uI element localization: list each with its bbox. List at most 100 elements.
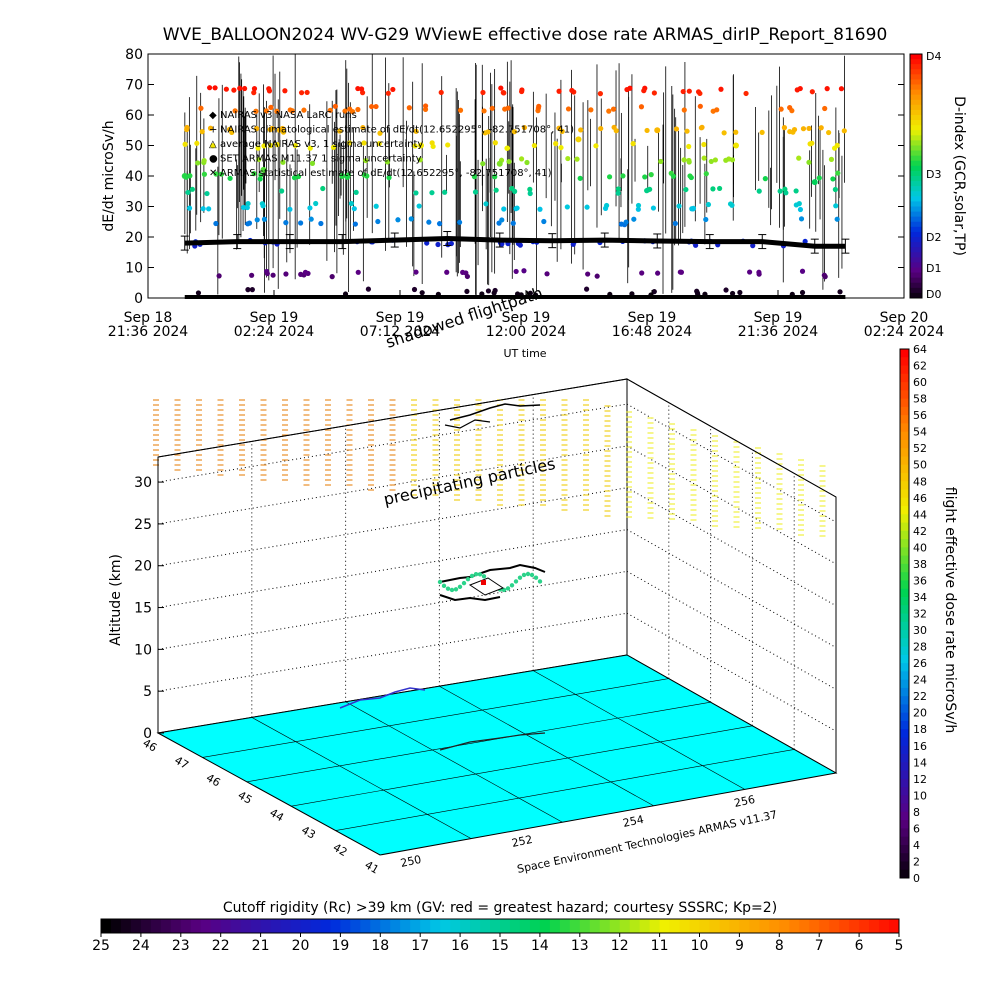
data-point: [435, 241, 441, 248]
cutoff-color-cell: [529, 919, 541, 933]
d-index-color-cell: [910, 191, 922, 197]
data-point: [564, 204, 570, 210]
data-point: [537, 206, 543, 212]
d-index-color-cell: [910, 155, 922, 162]
shadow-flight-path: [444, 419, 491, 429]
cutoff-color-cell: [739, 919, 750, 933]
x-tick-label: 02:24 2024: [864, 324, 945, 340]
cutoff-color-cell: [569, 919, 581, 933]
d-index-color-cell: [910, 226, 922, 233]
data-point: [708, 158, 714, 165]
data-point: [480, 161, 486, 167]
cutoff-color-cell: [140, 919, 152, 933]
dose-color-cell: [900, 671, 909, 681]
d-index-color-cell: [910, 176, 922, 182]
d-index-tick-label: D0: [926, 288, 941, 301]
cutoff-color-cell: [410, 919, 421, 933]
altitude-tick-label: 25: [134, 517, 152, 533]
top-y-ticks: 0 10 20 30 40 50 60 70 80: [125, 47, 904, 307]
cutoff-color-cell: [190, 919, 202, 933]
dose-color-cell: [900, 605, 909, 614]
cutoff-color-cell: [769, 919, 780, 933]
floor-grid-line: [335, 749, 795, 831]
dose-colorbar-tick-label: 6: [913, 822, 920, 835]
data-point: [384, 159, 391, 165]
dose-colorbar-tick-label: 8: [913, 806, 920, 819]
dose-color-cell: [900, 828, 909, 838]
cutoff-color-cell: [629, 919, 641, 933]
data-point: [289, 108, 295, 114]
dose-color-cell: [900, 522, 909, 532]
cutoff-color-cell: [789, 919, 800, 933]
data-point: [623, 219, 629, 225]
data-point: [186, 205, 193, 211]
data-point: [683, 186, 689, 193]
data-point: [756, 188, 762, 194]
d-index-color-cell: [910, 79, 922, 85]
d-index-color-cell: [910, 196, 922, 202]
data-point: [837, 289, 843, 295]
data-point: [536, 103, 542, 109]
flight-point: [509, 583, 515, 588]
flight-point: [473, 571, 479, 577]
cutoff-color-cell: [360, 919, 371, 933]
cutoff-color-cell: [390, 919, 401, 933]
y-tick-label: 20: [125, 230, 143, 246]
dose-color-cell: [900, 720, 909, 730]
data-point: [307, 205, 313, 211]
data-point: [635, 202, 642, 209]
dose-colorbar-tick-label: 26: [913, 657, 927, 670]
data-point: [231, 87, 237, 93]
aircraft-center: [481, 580, 486, 585]
data-point: [206, 85, 213, 91]
data-point: [505, 105, 511, 111]
latitude-tick-label: 46: [141, 736, 160, 754]
dose-color-cell: [900, 861, 909, 871]
cutoff-color-cell: [290, 919, 301, 933]
data-point: [658, 158, 664, 165]
d-index-color-cell: [910, 165, 922, 172]
data-point: [295, 173, 302, 180]
data-point: [703, 216, 709, 223]
cutoff-color-cell: [330, 919, 341, 933]
dose-colorbar-tick-label: 4: [913, 839, 920, 852]
data-point: [606, 174, 613, 180]
dose-color-cell: [900, 621, 909, 631]
cutoff-tick-label: 23: [172, 938, 190, 954]
data-point: [799, 289, 806, 296]
x-tick-label: 02:24 2024: [234, 324, 315, 340]
d-index-color-cell: [910, 115, 922, 121]
cutoff-color-cell: [559, 919, 571, 933]
legend-symbol: ✕: [209, 168, 217, 179]
wall-grid-line: [157, 570, 628, 650]
data-point: [266, 88, 273, 94]
wall-grid-line: [157, 529, 628, 609]
d-index-color-cell: [910, 247, 922, 253]
cutoff-color-cell: [549, 919, 561, 933]
data-point: [413, 128, 419, 134]
dose-color-cell: [900, 588, 909, 598]
cutoff-tick-label: 15: [491, 938, 509, 954]
cutoff-colorbar: 25 24 23 22 21 20 19 18 17 16 15 14 13 12 11 10 9 8 7 6 5: [92, 918, 903, 954]
d-index-color-cell: [910, 69, 922, 75]
data-point: [358, 86, 365, 92]
data-point: [499, 217, 505, 223]
dose-color-cell: [900, 762, 909, 772]
dose-color-cell: [900, 803, 909, 813]
cutoff-color-cell: [370, 919, 381, 933]
data-point: [594, 273, 600, 279]
latitude-tick-label: 41: [363, 858, 382, 876]
data-point: [198, 105, 204, 111]
wall-grid-line: [626, 487, 837, 607]
data-point: [630, 141, 636, 147]
cutoff-color-cell: [799, 919, 810, 933]
cutoff-color-cell: [110, 919, 122, 933]
cutoff-color-cell: [779, 919, 790, 933]
data-point: [363, 157, 369, 164]
dose-color-cell: [900, 679, 909, 689]
cutoff-color-cell: [699, 919, 710, 933]
data-point: [242, 85, 248, 92]
d-index-color-cell: [910, 64, 922, 70]
data-point: [729, 157, 736, 163]
